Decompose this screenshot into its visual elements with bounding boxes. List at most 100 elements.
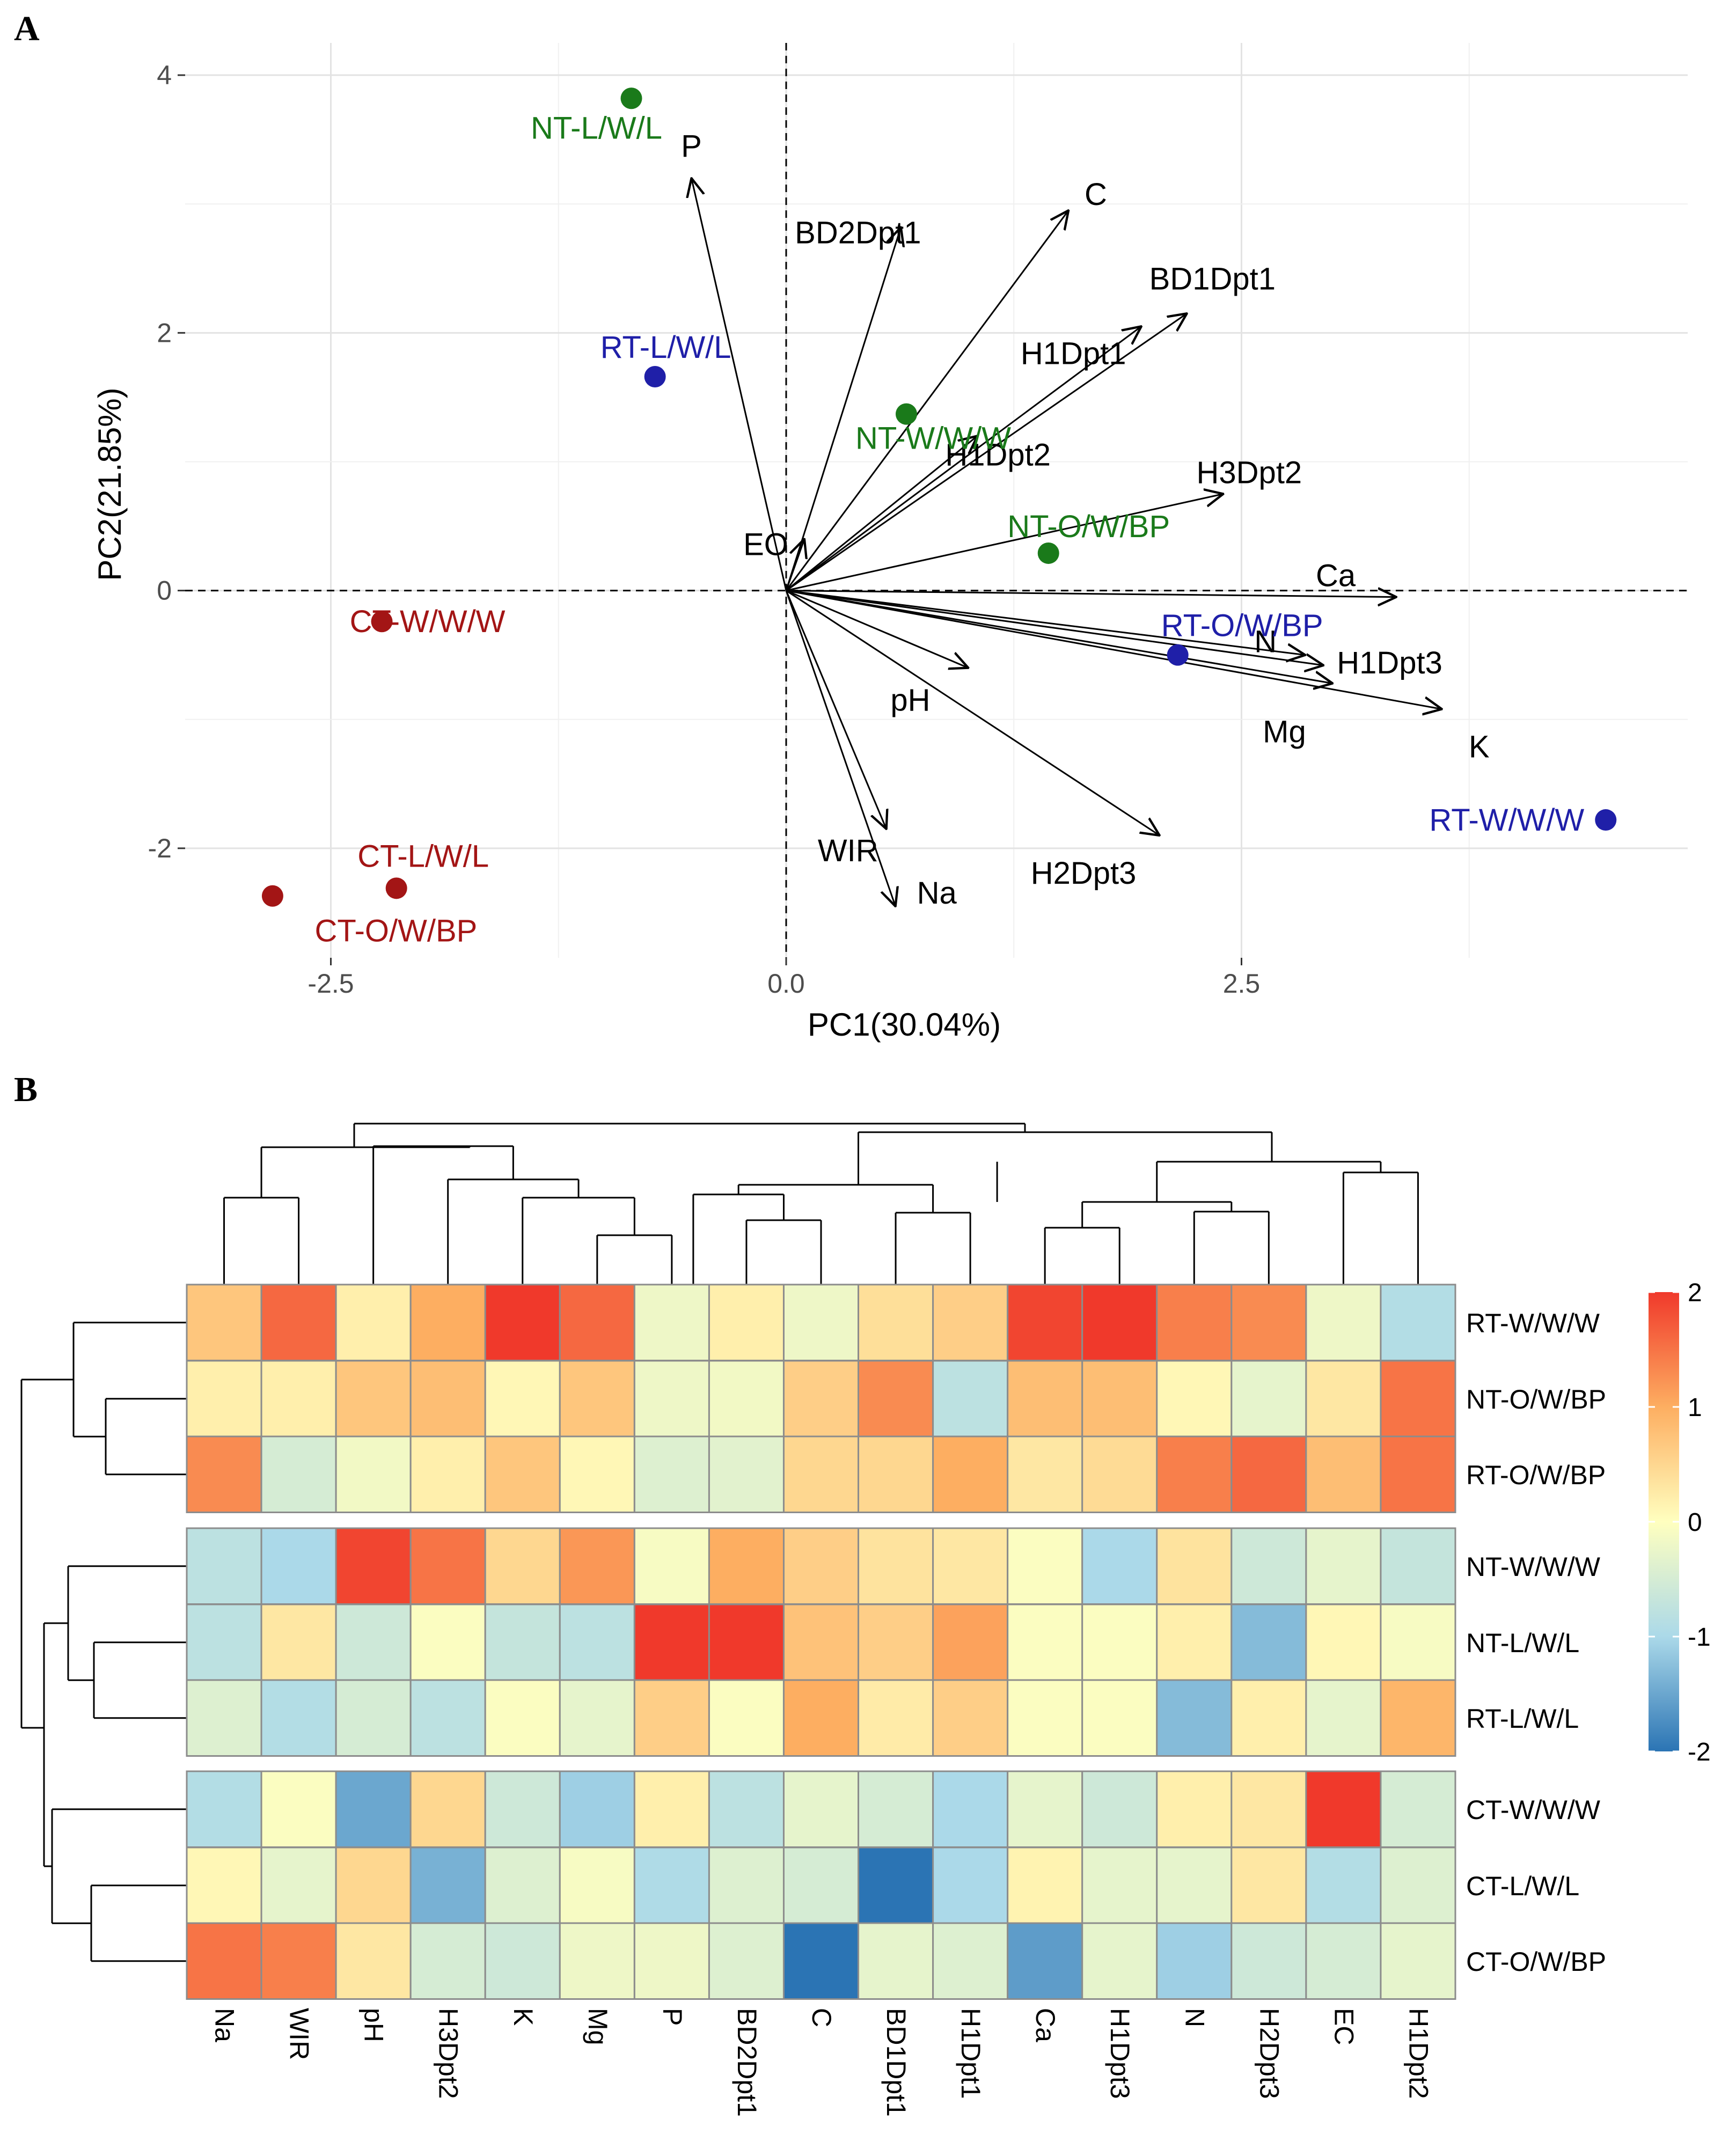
- heatmap-cell: [1007, 1360, 1083, 1438]
- heatmap-cell: [633, 1435, 710, 1513]
- point-label: RT-W/W/W: [1429, 803, 1584, 838]
- point-label: NT-W/W/W: [855, 421, 1011, 456]
- heatmap-cell: [186, 1284, 262, 1361]
- heatmap-cell: [484, 1360, 561, 1438]
- heatmap-cell: [1380, 1603, 1456, 1681]
- heatmap-cell: [633, 1527, 710, 1605]
- x-tick-label: 0.0: [767, 969, 805, 999]
- heatmap-cell: [260, 1603, 337, 1681]
- loading-arrow: [786, 436, 977, 591]
- heatmap-cell: [186, 1603, 262, 1681]
- heatmap-cell: [708, 1922, 785, 2000]
- heatmap-cell: [484, 1922, 561, 2000]
- score-point: [1595, 809, 1617, 831]
- row-dendrogram: [20, 1322, 187, 1962]
- heatmap-cell: [1230, 1846, 1307, 1924]
- heatmap-cell: [335, 1922, 412, 2000]
- heatmap-cell: [1007, 1770, 1083, 1848]
- heatmap-cell: [1380, 1284, 1456, 1361]
- heatmap-cell: [782, 1679, 860, 1757]
- heatmap-cell: [409, 1846, 486, 1924]
- heatmap-cell: [858, 1770, 934, 1848]
- heatmap-cell: [1156, 1922, 1233, 2000]
- score-point: [385, 877, 407, 899]
- row-label: RT-L/W/L: [1466, 1704, 1579, 1734]
- heatmap-cell: [409, 1603, 486, 1681]
- heatmap-cell: [1230, 1435, 1307, 1513]
- pca-zero-lines: [185, 43, 1688, 958]
- column-label: K: [508, 2008, 538, 2026]
- heatmap-cell: [1230, 1603, 1307, 1681]
- heatmap-cell: [1305, 1435, 1382, 1513]
- heatmap-cell: [1156, 1284, 1233, 1361]
- loading-arrow: [786, 590, 1323, 665]
- loading-arrow: [692, 178, 787, 591]
- loading-label: Ca: [1316, 559, 1356, 593]
- column-label: H3Dpt2: [434, 2008, 464, 2099]
- heatmap-cell: [1156, 1603, 1233, 1681]
- score-point: [620, 87, 642, 109]
- heatmap-cell: [1305, 1770, 1382, 1848]
- heatmap-cell: [858, 1846, 934, 1924]
- heatmap-cell: [858, 1679, 934, 1757]
- heatmap-cell: [1305, 1922, 1382, 2000]
- heatmap-cell: [1380, 1435, 1456, 1513]
- heatmap-cell: [932, 1284, 1009, 1361]
- heatmap-cell: [559, 1770, 635, 1848]
- heatmap-cell: [559, 1360, 635, 1438]
- heatmap-cell: [1305, 1603, 1382, 1681]
- column-label: BD1Dpt1: [881, 2008, 911, 2117]
- heatmap-cell: [1081, 1284, 1158, 1361]
- heatmap-cell: [782, 1770, 860, 1848]
- heatmap-cell: [335, 1603, 412, 1681]
- loading-label: K: [1469, 730, 1490, 765]
- loading-arrow: [786, 494, 1224, 592]
- loading-label: P: [681, 129, 702, 164]
- heatmap-cell: [559, 1435, 635, 1513]
- colorbar-tick-label: 2: [1688, 1279, 1702, 1307]
- heatmap-cell: [484, 1435, 561, 1513]
- heatmap-cell: [1081, 1603, 1158, 1681]
- heatmap-cell: [1007, 1603, 1083, 1681]
- heatmap-cell: [484, 1679, 561, 1757]
- row-label: NT-O/W/BP: [1466, 1384, 1606, 1414]
- heatmap-cell: [186, 1846, 262, 1924]
- row-label: CT-W/W/W: [1466, 1795, 1601, 1825]
- heatmap-cell: [782, 1603, 860, 1681]
- row-label: NT-W/W/W: [1466, 1552, 1601, 1582]
- heatmap-cell: [1230, 1284, 1307, 1361]
- loading-arrow: [786, 326, 1141, 591]
- loading-label: BD2Dpt1: [795, 215, 921, 250]
- x-axis-label: PC1(30.04%): [808, 1007, 1001, 1043]
- heatmap-row-labels: RT-W/W/W NT-O/W/BP RT-O/W/BP NT-W/W/W NT-L/W…: [1466, 1308, 1606, 1977]
- point-label: CT-W/W/W: [350, 604, 506, 639]
- loading-arrow: [785, 227, 901, 591]
- row-label: NT-L/W/L: [1466, 1628, 1579, 1658]
- heatmap-cell: [335, 1770, 412, 1848]
- heatmap-cell: [409, 1360, 486, 1438]
- heatmap-cell: [335, 1679, 412, 1757]
- loading-arrow: [786, 590, 1160, 835]
- heatmap-cell: [1380, 1770, 1456, 1848]
- heatmap-cell: [559, 1846, 635, 1924]
- heatmap-cell: [708, 1360, 785, 1438]
- heatmap-cell: [1156, 1360, 1233, 1438]
- pca-points: [261, 87, 1617, 907]
- loading-arrow: [786, 591, 1396, 597]
- colorbar-tick-label: 1: [1688, 1394, 1702, 1422]
- heatmap-cell: [335, 1846, 412, 1924]
- heatmap-cell: [633, 1284, 710, 1361]
- heatmap-cell: [484, 1284, 561, 1361]
- heatmap-cell: [335, 1284, 412, 1361]
- heatmap-cell: [932, 1527, 1009, 1605]
- heatmap-column-labels: Na WIR pH H3Dpt2 K Mg P BD2Dpt1 C BD1Dpt1 H1Dpt1 Ca…: [210, 2008, 1434, 2117]
- heatmap-cell: [1305, 1527, 1382, 1605]
- point-label: RT-O/W/BP: [1161, 608, 1323, 643]
- heatmap-cell: [1305, 1846, 1382, 1924]
- heatmap-cell: [1230, 1527, 1307, 1605]
- heatmap-cell: [1380, 1922, 1456, 2000]
- heatmap-cell: [1081, 1435, 1158, 1513]
- column-label: P: [657, 2008, 687, 2026]
- loading-arrow: [785, 210, 1068, 591]
- heatmap-cell: [782, 1922, 860, 2000]
